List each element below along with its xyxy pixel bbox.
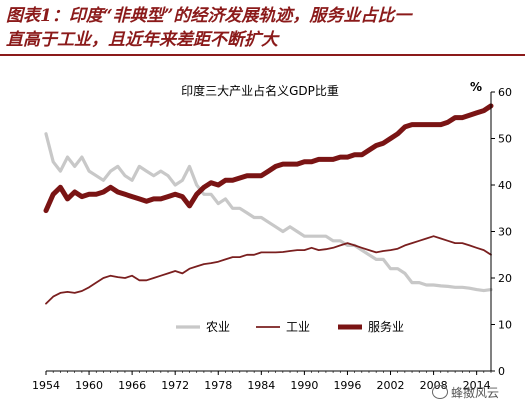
series-line-3 — [43, 103, 494, 214]
legend-label-2: 工业 — [286, 320, 310, 334]
x-tick-label-5: 1984 — [247, 379, 275, 392]
series-layer — [43, 103, 494, 330]
text-layer: 1954 1960 1966 1972 1978 1984 1990 1996 2002 2008… — [32, 80, 512, 392]
y-tick-label-5: 50 — [498, 133, 512, 146]
watermark-text: 蜂擞风云 — [451, 386, 500, 400]
caption-line-2: 直高于工业，且近年来差距不断扩大 — [6, 30, 278, 50]
y-tick-label-2: 20 — [498, 272, 512, 285]
x-tick-label-10: 2014 — [463, 379, 491, 392]
chart-title: 印度三大产业占名义GDP比重 — [181, 83, 339, 98]
figure-caption: 图表1：印度“非典型”的经济发展轨迹，服务业占比一 直高于工业，且近年来差距不断… — [6, 4, 518, 52]
x-tick-label-4: 1978 — [204, 379, 232, 392]
y-tick-label-6: 60 — [498, 86, 512, 99]
x-tick-label-3: 1972 — [161, 379, 189, 392]
x-tick-label-0: 1954 — [32, 379, 60, 392]
wechat-icon — [432, 385, 448, 399]
x-tick-label-6: 1990 — [290, 379, 318, 392]
series-line-2 — [45, 235, 492, 305]
y-tick-label-4: 40 — [498, 179, 512, 192]
y-tick-label-0: 0 — [498, 365, 505, 378]
x-tick-label-2: 1966 — [118, 379, 146, 392]
x-tick-label-7: 1996 — [333, 379, 361, 392]
caption-line-1: 图表1：印度“非典型”的经济发展轨迹，服务业占比一 — [6, 6, 412, 26]
series-line-1 — [44, 132, 493, 293]
unit-label: % — [470, 80, 482, 94]
axis-layer — [45, 91, 495, 375]
legend-label-1: 农业 — [206, 320, 230, 334]
watermark: 蜂擞风云 — [432, 384, 499, 401]
x-tick-label-1: 1960 — [75, 379, 103, 392]
x-tick-label-8: 2002 — [377, 379, 405, 392]
caption-divider — [0, 54, 525, 56]
y-tick-label-1: 10 — [498, 319, 512, 332]
y-tick-label-3: 30 — [498, 226, 512, 239]
legend-label-3: 服务业 — [368, 319, 404, 334]
